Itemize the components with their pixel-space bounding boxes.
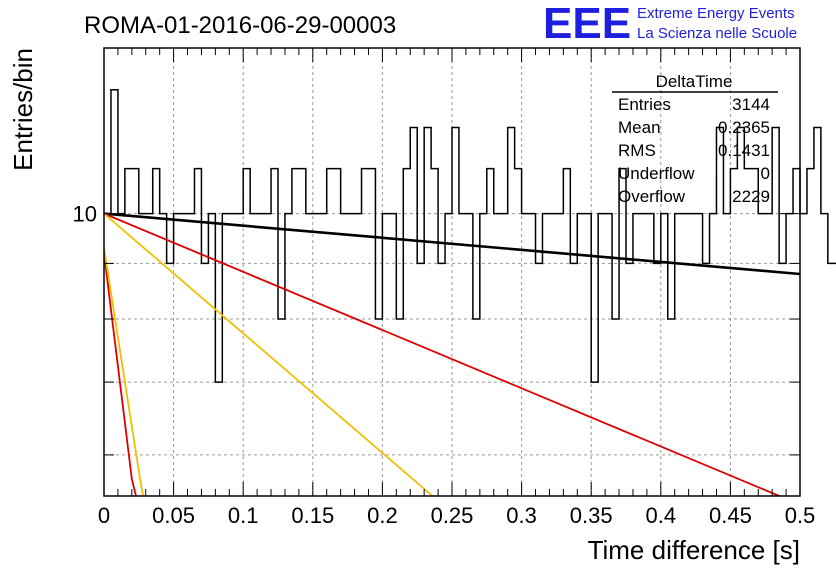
x-tick-label: 0.45: [709, 503, 752, 528]
x-tick-label: 0.35: [570, 503, 613, 528]
stats-row-label: RMS: [618, 141, 656, 160]
logo-line-2: La Scienza nelle Scuole: [637, 25, 797, 42]
stats-box: DeltaTime Entries 3144 Mean 0.2365 RMS 0.1431…: [612, 72, 778, 206]
fit-curve-3: [104, 212, 434, 496]
stats-rows: Entries 3144 Mean 0.2365 RMS 0.1431 Underflow 0…: [618, 95, 770, 206]
stats-row-label: Overflow: [618, 187, 686, 206]
stats-title: DeltaTime: [656, 72, 733, 91]
logo-mark: EEE: [543, 0, 631, 48]
logo-line-1: Extreme Energy Events: [637, 5, 795, 22]
y-tick-label: 10: [73, 202, 97, 227]
fit-curve-2: [104, 212, 782, 496]
y-tick-labels: 10: [73, 202, 97, 227]
histogram-step-line: [104, 88, 836, 383]
x-tick-label: 0.25: [431, 503, 474, 528]
stats-row-value: 0: [761, 164, 770, 183]
x-tick-label: 0.5: [785, 503, 816, 528]
x-tick-label: 0.2: [367, 503, 398, 528]
stats-row-label: Entries: [618, 95, 671, 114]
stats-row-value: 3144: [732, 95, 770, 114]
stats-row-value: 0.2365: [718, 118, 770, 137]
x-tick-label: 0.05: [152, 503, 195, 528]
stats-row-label: Underflow: [618, 164, 695, 183]
fit-curve-4: [104, 252, 137, 496]
x-tick-label: 0: [98, 503, 110, 528]
x-tick-label: 0.3: [506, 503, 537, 528]
eee-logo: EEE Extreme Energy Events La Scienza nel…: [543, 0, 797, 48]
fit-curve-1: [104, 212, 800, 276]
histogram: [104, 88, 836, 383]
x-tick-labels: 0 0.05 0.1 0.15 0.2 0.25 0.3 0.35 0.4 0.45 0.5: [98, 503, 815, 528]
x-tick-label: 0.1: [228, 503, 259, 528]
stats-row-value: 2229: [732, 187, 770, 206]
fit-curve-5: [104, 247, 144, 496]
x-axis-label: Time difference [s]: [588, 535, 800, 565]
x-tick-label: 0.15: [291, 503, 334, 528]
stats-row-label: Mean: [618, 118, 661, 137]
y-axis-label: Entries/bin: [8, 48, 38, 171]
stats-row-value: 0.1431: [718, 141, 770, 160]
axis-ticks: [103, 48, 801, 496]
x-tick-label: 0.4: [646, 503, 677, 528]
chart-title: ROMA-01-2016-06-29-00003: [84, 12, 396, 39]
fit-curves: [104, 212, 800, 496]
